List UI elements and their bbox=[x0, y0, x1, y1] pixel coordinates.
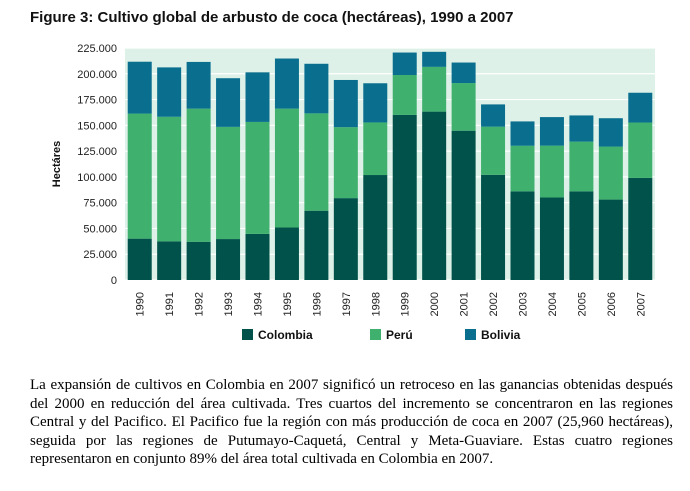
x-tick-label: 2005 bbox=[576, 292, 588, 316]
bar-segment-bolivia bbox=[127, 61, 152, 114]
x-tick-label: 2001 bbox=[459, 292, 471, 316]
bar-segment-per bbox=[481, 126, 506, 175]
bar-segment-bolivia bbox=[333, 79, 358, 128]
bar-segment-per bbox=[539, 145, 564, 198]
bar-segment-colombia bbox=[392, 114, 417, 280]
bar-segment-bolivia bbox=[245, 72, 270, 122]
x-tick-label: 2003 bbox=[518, 292, 530, 316]
bar-segment-bolivia bbox=[628, 92, 653, 123]
x-tick-label: 2006 bbox=[606, 292, 618, 316]
bar-segment-per bbox=[510, 145, 535, 192]
bar-segment-colombia bbox=[274, 227, 299, 280]
bar-segment-colombia bbox=[451, 130, 476, 280]
bar-segment-bolivia bbox=[539, 117, 564, 146]
bar-segment-per bbox=[333, 127, 358, 199]
bar-segment-bolivia bbox=[451, 62, 476, 84]
x-tick-label: 1997 bbox=[341, 292, 353, 316]
bar-segment-colombia bbox=[510, 191, 535, 280]
bar-segment-bolivia bbox=[569, 115, 594, 142]
x-tick-label: 1995 bbox=[282, 292, 294, 316]
bar-segment-per bbox=[392, 75, 417, 115]
bar-segment-per bbox=[216, 126, 241, 240]
legend-label: Perú bbox=[386, 328, 413, 342]
x-tick-label: 1991 bbox=[164, 292, 176, 316]
bar-segment-bolivia bbox=[274, 58, 299, 109]
x-tick-label: 1996 bbox=[311, 292, 323, 316]
y-tick-label: 100.000 bbox=[77, 172, 117, 184]
bar-segment-colombia bbox=[569, 191, 594, 280]
legend-swatch bbox=[242, 329, 253, 340]
x-tick-label: 2007 bbox=[635, 292, 647, 316]
bar-segment-per bbox=[422, 66, 447, 112]
x-tick-label: 1990 bbox=[135, 292, 147, 316]
legend-swatch bbox=[465, 329, 476, 340]
bar-segment-bolivia bbox=[392, 52, 417, 76]
bar-segment-bolivia bbox=[157, 67, 182, 117]
bar-segment-per bbox=[245, 121, 270, 234]
bar-segment-per bbox=[127, 113, 152, 239]
y-tick-label: 75.000 bbox=[83, 198, 117, 210]
y-tick-label: 25.000 bbox=[83, 249, 117, 261]
bar-segment-per bbox=[569, 141, 594, 192]
stacked-bar-chart: 0 25.000 50.000 75.000 100.000 125.000 150.000… bbox=[51, 43, 655, 342]
x-tick-label: 1999 bbox=[400, 292, 412, 316]
y-tick-label: 125.000 bbox=[77, 146, 117, 158]
y-axis-ticks: 0 25.000 50.000 75.000 100.000 125.000 150.000… bbox=[77, 43, 117, 287]
bar-segment-colombia bbox=[157, 241, 182, 280]
x-tick-label: 1998 bbox=[370, 292, 382, 316]
bar-segment-per bbox=[363, 122, 388, 176]
y-axis-label: Hectáres bbox=[51, 141, 63, 187]
bar-segment-colombia bbox=[333, 198, 358, 280]
x-tick-label: 2000 bbox=[429, 292, 441, 316]
bar-segment-per bbox=[304, 113, 329, 211]
bars bbox=[127, 51, 653, 280]
bar-segment-bolivia bbox=[216, 78, 241, 127]
x-tick-label: 1994 bbox=[253, 292, 265, 316]
y-tick-label: 150.000 bbox=[77, 120, 117, 132]
bar-segment-colombia bbox=[539, 197, 564, 280]
bar-segment-bolivia bbox=[510, 121, 535, 146]
legend-label: Colombia bbox=[258, 328, 313, 342]
bar-segment-bolivia bbox=[186, 61, 211, 109]
legend: Colombia Perú Bolivia bbox=[242, 328, 521, 342]
bar-segment-colombia bbox=[245, 233, 270, 280]
bar-segment-colombia bbox=[481, 174, 506, 280]
figure-title: Figure 3: Cultivo global de arbusto de c… bbox=[30, 9, 514, 26]
bar-segment-per bbox=[598, 146, 623, 200]
legend-label: Bolivia bbox=[481, 328, 521, 342]
bar-segment-colombia bbox=[186, 241, 211, 280]
bar-segment-colombia bbox=[304, 210, 329, 280]
y-tick-label: 50.000 bbox=[83, 223, 117, 235]
bar-segment-colombia bbox=[127, 238, 152, 280]
bar-segment-colombia bbox=[598, 199, 623, 280]
x-tick-label: 1992 bbox=[194, 292, 206, 316]
bar-segment-per bbox=[451, 83, 476, 131]
bar-segment-bolivia bbox=[598, 118, 623, 147]
bar-segment-per bbox=[186, 108, 211, 242]
x-axis-ticks: 1990 1991 1992 1993 1994 1995 1996 1997 1998 1999… bbox=[135, 292, 648, 316]
caption-paragraph: La expansión de cultivos en Colombia en … bbox=[30, 377, 673, 467]
plot-area bbox=[125, 48, 655, 280]
legend-swatch bbox=[370, 329, 381, 340]
bar-segment-colombia bbox=[422, 111, 447, 280]
gridlines bbox=[125, 47, 655, 281]
x-tick-label: 2004 bbox=[547, 292, 559, 316]
bar-segment-per bbox=[157, 116, 182, 242]
bar-segment-per bbox=[274, 108, 299, 228]
y-tick-label: 0 bbox=[111, 275, 117, 287]
y-tick-label: 200.000 bbox=[77, 69, 117, 81]
y-tick-label: 225.000 bbox=[77, 43, 117, 55]
bar-segment-bolivia bbox=[363, 83, 388, 123]
x-tick-label: 2002 bbox=[488, 292, 500, 316]
y-tick-label: 175.000 bbox=[77, 95, 117, 107]
bar-segment-colombia bbox=[216, 239, 241, 280]
bar-segment-per bbox=[628, 122, 653, 178]
bar-segment-colombia bbox=[628, 177, 653, 280]
bar-segment-colombia bbox=[363, 175, 388, 280]
bar-segment-bolivia bbox=[422, 51, 447, 67]
bar-segment-bolivia bbox=[481, 104, 506, 127]
bar-segment-bolivia bbox=[304, 63, 329, 114]
x-tick-label: 1993 bbox=[223, 292, 235, 316]
